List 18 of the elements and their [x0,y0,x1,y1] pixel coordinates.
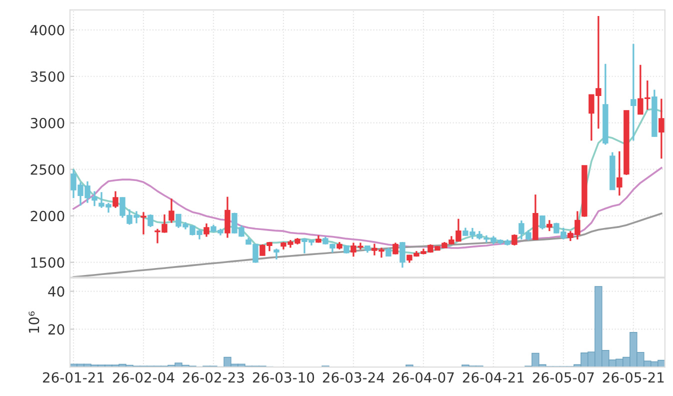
x-tick-label: 26-02-04 [112,372,174,383]
y-tick-label: 4000 [30,24,64,36]
y-tick-label: 20 [48,324,64,335]
x-tick-label: 26-03-10 [252,372,314,383]
x-tick-label: 26-01-21 [42,372,104,383]
x-tick-label: 26-05-21 [602,372,664,383]
y-tick-label: 2000 [30,210,64,222]
x-tick-label: 26-04-07 [392,372,454,383]
y-tick-label: 40 [48,286,64,297]
y-tick-label: 1500 [31,257,64,268]
y-axis-title: 10⁶ [28,311,40,333]
x-tick-label: 26-05-07 [532,372,594,383]
y-tick-label: 2500 [30,164,64,175]
x-tick-label: 26-02-23 [182,372,244,383]
x-tick-label: 26-04-21 [462,372,524,383]
y-tick-label: 3500 [30,71,64,82]
y-tick-label: 3000 [30,118,64,128]
x-tick-label: 26-03-24 [322,372,384,383]
